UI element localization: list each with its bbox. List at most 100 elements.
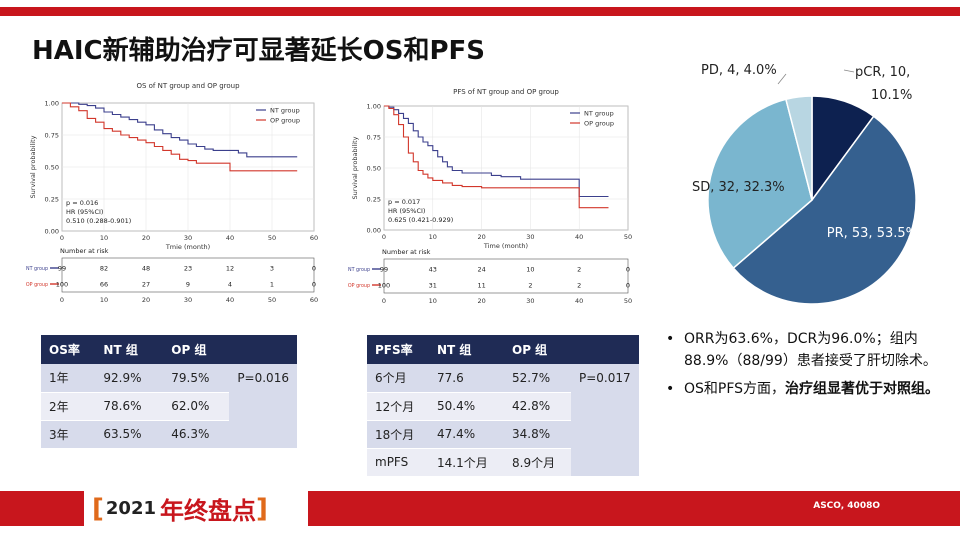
table-cell: 47.4% <box>429 420 504 449</box>
table-cell: 50.4% <box>429 392 504 421</box>
risk-count: 2 <box>577 282 581 290</box>
risk-x-tick-label: 0 <box>60 296 64 303</box>
risk-count: 2 <box>528 282 532 290</box>
risk-count: 3 <box>270 265 274 273</box>
pie-label-pcr: pCR, 10, <box>855 65 910 80</box>
y-axis-label: Survival probability <box>351 136 359 199</box>
risk-table-panel <box>61 257 315 293</box>
risk-row-label: OP group <box>348 283 370 289</box>
pie-label-sd: SD, 32, 32.3% <box>692 180 785 195</box>
risk-count: 31 <box>429 282 437 290</box>
risk-count: 1 <box>270 281 274 289</box>
pie-label-pd: PD, 4, 4.0% <box>701 63 777 78</box>
slide-title: HAIC新辅助治疗可显著延长OS和PFS <box>32 36 486 66</box>
y-axis-label: Survival probability <box>29 135 37 198</box>
table-cell: 52.7% <box>504 364 571 393</box>
pfs-header-cell <box>571 335 639 364</box>
legend-label: OP group <box>584 120 614 128</box>
table-row: mPFS 14.1个月 8.9个月 <box>367 448 639 477</box>
pie-label-pcr-percent: 10.1% <box>871 88 912 103</box>
risk-row-label: NT group <box>348 267 370 273</box>
stat-annotation: 0.625 (0.421-0.929) <box>388 216 453 224</box>
risk-x-tick-label: 50 <box>624 297 632 304</box>
risk-x-tick-label: 20 <box>142 296 150 303</box>
table-cell: 18个月 <box>367 420 429 449</box>
x-axis-label: Tmie (month) <box>165 243 210 251</box>
table-cell: 63.5% <box>95 420 164 449</box>
legend-label: NT group <box>270 107 300 115</box>
x-tick-label: 0 <box>382 233 386 241</box>
y-tick-label: 1.00 <box>45 100 59 108</box>
x-tick-label: 40 <box>575 233 583 241</box>
risk-count: 9 <box>186 281 190 289</box>
x-axis-label: Time (month) <box>483 242 528 250</box>
risk-count: 66 <box>100 281 108 289</box>
chart-title: PFS of NT group and OP group <box>453 88 559 96</box>
risk-x-tick-label: 10 <box>429 297 437 304</box>
chart-title: OS of NT group and OP group <box>136 82 240 90</box>
table-row: 2年 78.6% 62.0% <box>41 392 297 421</box>
table-row: 12个月 50.4% 42.8% <box>367 392 639 421</box>
survival-curve-nt-group <box>384 105 609 198</box>
pfs-p-value: P=0.017 <box>571 364 639 477</box>
risk-count: 27 <box>142 281 150 289</box>
x-tick-label: 10 <box>429 233 437 241</box>
y-tick-label: 0.25 <box>367 196 381 204</box>
os-rate-table: OS率 NT 组 OP 组 1年 92.9% 79.5% P=0.016 2年 … <box>41 335 297 449</box>
y-tick-label: 1.00 <box>367 103 381 111</box>
risk-x-tick-label: 0 <box>382 297 386 304</box>
finding-emphasis: 治疗组显著优于对照组。 <box>785 381 940 397</box>
table-cell: 14.1个月 <box>429 448 504 477</box>
risk-count: 24 <box>477 266 485 274</box>
bullet-dot-icon: • <box>666 331 675 347</box>
risk-count: 43 <box>429 266 437 274</box>
table-cell: 2年 <box>41 392 96 421</box>
x-tick-label: 30 <box>184 234 192 242</box>
pfs-header-cell: NT 组 <box>429 335 504 364</box>
finding-text: OS和PFS方面， <box>684 381 786 397</box>
pie-leader-line <box>777 73 787 85</box>
risk-x-tick-label: 20 <box>477 297 485 304</box>
table-cell: 34.8% <box>504 420 571 449</box>
pie-slice-pr <box>732 115 917 305</box>
x-tick-label: 50 <box>268 234 276 242</box>
x-tick-label: 50 <box>624 233 632 241</box>
bullet-dot-icon: • <box>666 381 675 397</box>
os-header-cell: OP 组 <box>163 335 230 364</box>
table-cell: 78.6% <box>95 392 164 421</box>
stat-annotation: p = 0.017 <box>388 198 420 206</box>
pie-slice-sd <box>707 98 813 270</box>
table-cell: 1年 <box>41 364 96 393</box>
table-cell: 62.0% <box>163 392 230 421</box>
stat-annotation: 0.510 (0.288-0.901) <box>66 217 131 225</box>
risk-table-panel <box>383 258 629 294</box>
risk-count: 12 <box>226 265 234 273</box>
y-tick-label: 0.50 <box>45 164 59 172</box>
risk-count: 82 <box>100 265 108 273</box>
table-row: 3年 63.5% 46.3% <box>41 420 297 449</box>
key-findings: • ORR为63.6%，DCR为96.0%；组内88.9%（88/99）患者接受… <box>664 328 950 406</box>
table-cell: 79.5% <box>163 364 230 393</box>
table-cell: 6个月 <box>367 364 429 393</box>
x-tick-label: 40 <box>226 234 234 242</box>
pfs-header-cell: PFS率 <box>367 335 429 364</box>
pfs-rate-table: PFS率 NT 组 OP 组 6个月 77.6 52.7% P=0.017 12… <box>367 335 639 477</box>
risk-row-label: OP group <box>26 282 48 288</box>
risk-count: 0 <box>626 282 630 290</box>
finding-text: ORR为63.6%，DCR为96.0%；组内88.9%（88/99）患者接受了肝… <box>684 331 937 369</box>
risk-count: 10 <box>526 266 534 274</box>
logo-bracket-icon: [ <box>92 493 104 524</box>
risk-count: 99 <box>58 265 66 273</box>
table-cell: 12个月 <box>367 392 429 421</box>
pfs-header-cell: OP 组 <box>504 335 571 364</box>
risk-x-tick-label: 60 <box>310 296 318 303</box>
risk-count: 0 <box>626 266 630 274</box>
risk-count: 48 <box>142 265 150 273</box>
pie-slice-pd <box>784 95 813 201</box>
finding-item: • ORR为63.6%，DCR为96.0%；组内88.9%（88/99）患者接受… <box>664 328 950 372</box>
finding-item: • OS和PFS方面，治疗组显著优于对照组。 <box>664 378 950 400</box>
table-cell: 77.6 <box>429 364 504 393</box>
risk-count: 11 <box>477 282 485 290</box>
